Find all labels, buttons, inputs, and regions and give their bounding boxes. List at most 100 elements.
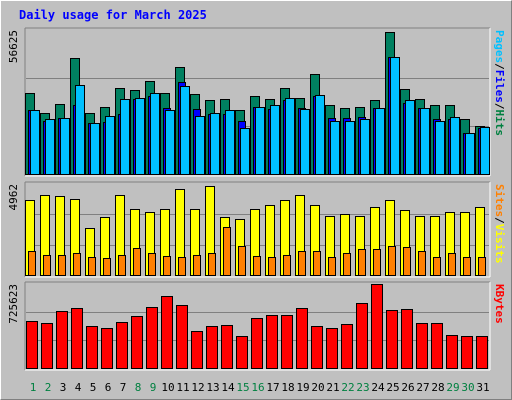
legend-part-4: Hits xyxy=(493,110,506,137)
bar-sites-day-8 xyxy=(133,248,141,276)
bar-kbytes-day-1 xyxy=(26,321,38,369)
x-tick-label-14: 14 xyxy=(221,381,235,394)
x-tick-label-24: 24 xyxy=(371,381,385,394)
x-tick-label-23: 23 xyxy=(356,381,369,394)
x-tick-label-15: 15 xyxy=(236,381,249,394)
bar-kbytes-day-16 xyxy=(251,318,263,369)
bar-pages-day-25 xyxy=(390,57,400,175)
bar-pages-day-28 xyxy=(435,121,445,175)
bar-sites-day-16 xyxy=(253,256,261,276)
x-tick-label-25: 25 xyxy=(386,381,399,394)
x-tick-label-29: 29 xyxy=(446,381,459,394)
bar-pages-day-17 xyxy=(270,105,280,175)
y-max-label-visits-sites: 4962 xyxy=(7,184,20,211)
bar-kbytes-day-8 xyxy=(131,316,143,369)
x-tick-label-8: 8 xyxy=(135,381,142,394)
bar-sites-day-27 xyxy=(418,251,426,276)
x-tick-label-22: 22 xyxy=(341,381,354,394)
bar-sites-day-18 xyxy=(283,255,291,276)
bar-pages-day-22 xyxy=(345,121,355,175)
bar-sites-day-20 xyxy=(313,251,321,276)
x-tick-label-26: 26 xyxy=(401,381,414,394)
bar-pages-day-6 xyxy=(105,116,115,175)
bar-kbytes-day-2 xyxy=(41,323,53,369)
bar-sites-day-6 xyxy=(103,258,111,276)
x-tick-label-2: 2 xyxy=(45,381,52,394)
bar-pages-day-20 xyxy=(315,95,325,175)
bar-kbytes-day-9 xyxy=(146,307,158,369)
x-tick-label-12: 12 xyxy=(191,381,204,394)
bar-pages-day-12 xyxy=(195,116,205,175)
bar-pages-day-31 xyxy=(480,127,490,175)
bar-pages-day-9 xyxy=(150,93,160,175)
bar-kbytes-day-23 xyxy=(356,303,368,369)
legend-hits-files-pages: Pages/Files/Hits xyxy=(493,30,506,136)
x-tick-label-11: 11 xyxy=(176,381,189,394)
bar-sites-day-11 xyxy=(178,257,186,276)
x-tick-label-31: 31 xyxy=(476,381,489,394)
bar-sites-day-12 xyxy=(193,255,201,276)
x-tick-label-7: 7 xyxy=(120,381,127,394)
legend-part-1: / xyxy=(493,217,506,224)
bar-kbytes-day-10 xyxy=(161,296,173,369)
bar-sites-day-2 xyxy=(43,255,51,276)
bar-sites-day-31 xyxy=(478,257,486,276)
x-tick-label-6: 6 xyxy=(105,381,112,394)
bar-sites-day-26 xyxy=(403,247,411,276)
x-tick-label-13: 13 xyxy=(206,381,219,394)
bar-kbytes-day-15 xyxy=(236,336,248,369)
legend-part-0: Sites xyxy=(493,184,506,217)
bar-sites-day-24 xyxy=(373,249,381,276)
bar-sites-day-1 xyxy=(28,251,36,276)
bar-sites-day-23 xyxy=(358,249,366,276)
x-tick-label-21: 21 xyxy=(326,381,339,394)
bar-kbytes-day-28 xyxy=(431,323,443,369)
bar-pages-day-26 xyxy=(405,100,415,175)
bar-kbytes-day-11 xyxy=(176,305,188,369)
bar-pages-day-14 xyxy=(225,110,235,175)
bar-kbytes-day-14 xyxy=(221,325,233,369)
bar-sites-day-15 xyxy=(238,246,246,276)
bar-pages-day-18 xyxy=(285,98,295,175)
x-tick-label-1: 1 xyxy=(30,381,37,394)
bar-kbytes-day-6 xyxy=(101,328,113,369)
bar-pages-day-4 xyxy=(75,85,85,175)
bar-sites-day-3 xyxy=(58,255,66,276)
bar-kbytes-day-19 xyxy=(296,308,308,369)
bar-kbytes-day-22 xyxy=(341,324,353,369)
bar-pages-day-16 xyxy=(255,107,265,175)
legend-part-0: KBytes xyxy=(493,284,506,324)
legend-visits-sites: Sites/Visits xyxy=(493,184,506,264)
bar-sites-day-25 xyxy=(388,246,396,276)
bar-sites-day-30 xyxy=(463,257,471,276)
bar-sites-day-28 xyxy=(433,257,441,276)
y-max-label-hits-files-pages: 56625 xyxy=(7,30,20,63)
x-tick-label-18: 18 xyxy=(281,381,294,394)
bar-pages-day-30 xyxy=(465,133,475,175)
bar-sites-day-29 xyxy=(448,253,456,276)
bar-pages-day-19 xyxy=(300,109,310,175)
bar-kbytes-day-24 xyxy=(371,284,383,369)
x-tick-label-19: 19 xyxy=(296,381,309,394)
bar-pages-day-5 xyxy=(90,123,100,175)
bar-sites-day-10 xyxy=(163,256,171,276)
y-max-label-kbytes: 725623 xyxy=(7,284,20,324)
bar-pages-day-21 xyxy=(330,121,340,175)
bar-pages-day-29 xyxy=(450,117,460,175)
x-tick-label-5: 5 xyxy=(90,381,97,394)
x-tick-label-30: 30 xyxy=(461,381,474,394)
bar-sites-day-14 xyxy=(223,227,231,276)
bar-sites-day-4 xyxy=(73,253,81,276)
bar-kbytes-day-12 xyxy=(191,331,203,369)
bar-kbytes-day-7 xyxy=(116,322,128,369)
bar-pages-day-11 xyxy=(180,86,190,175)
bar-kbytes-day-27 xyxy=(416,323,428,369)
bar-kbytes-day-5 xyxy=(86,326,98,369)
x-tick-label-17: 17 xyxy=(266,381,279,394)
bar-pages-day-15 xyxy=(240,128,250,175)
bar-sites-day-22 xyxy=(343,253,351,276)
x-tick-label-20: 20 xyxy=(311,381,324,394)
bar-sites-day-17 xyxy=(268,257,276,276)
bar-kbytes-day-29 xyxy=(446,335,458,369)
legend-part-2: Files xyxy=(493,70,506,103)
